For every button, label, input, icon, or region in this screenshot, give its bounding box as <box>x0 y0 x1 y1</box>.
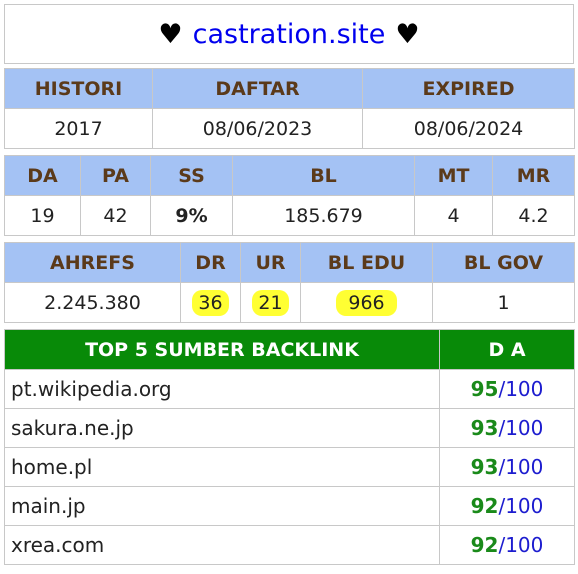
value-ur-cell: 21 <box>240 282 301 323</box>
backlink-da: 93/100 <box>439 447 575 487</box>
table-row: xrea.com 92/100 <box>4 525 575 565</box>
backlink-da: 95/100 <box>439 369 575 409</box>
metrics-table: DA PA SS BL MT MR 19 42 9% 185.679 4 4.2 <box>4 155 575 236</box>
value-ur: 21 <box>252 289 289 316</box>
value-ss: 9% <box>150 195 233 236</box>
backlink-da-max: /100 <box>498 416 544 440</box>
header-bl-edu: BL EDU <box>300 242 433 283</box>
table-row: sakura.ne.jp 93/100 <box>4 408 575 448</box>
value-pa: 42 <box>80 195 151 236</box>
table-row: main.jp 92/100 <box>4 486 575 526</box>
header-ahrefs: AHREFS <box>4 242 181 283</box>
backlink-da-value: 93 <box>470 455 499 479</box>
heart-icon-right: ♥ <box>395 18 420 50</box>
header-histori: HISTORI <box>4 68 153 109</box>
registration-table: HISTORI DAFTAR EXPIRED 2017 08/06/2023 0… <box>4 68 575 149</box>
backlink-da-value: 92 <box>470 494 499 518</box>
backlink-domain: pt.wikipedia.org <box>4 369 440 409</box>
value-bl-edu: 966 <box>336 289 397 316</box>
value-bl: 185.679 <box>232 195 415 236</box>
header-bl-gov: BL GOV <box>432 242 575 283</box>
header-ur: UR <box>240 242 301 283</box>
backlink-domain: xrea.com <box>4 525 440 565</box>
value-expired: 08/06/2024 <box>362 108 575 149</box>
value-bl-edu-cell: 966 <box>300 282 433 323</box>
header-mt: MT <box>414 155 493 196</box>
header-pa: PA <box>80 155 151 196</box>
value-daftar: 08/06/2023 <box>152 108 363 149</box>
value-bl-gov: 1 <box>432 282 575 323</box>
site-name-link[interactable]: castration.site <box>192 18 386 50</box>
value-dr-cell: 36 <box>180 282 241 323</box>
table-row: home.pl 93/100 <box>4 447 575 487</box>
header-da: DA <box>4 155 81 196</box>
backlink-da-value: 93 <box>470 416 499 440</box>
value-da: 19 <box>4 195 81 236</box>
backlink-da-max: /100 <box>498 377 544 401</box>
header-dr: DR <box>180 242 241 283</box>
value-mt: 4 <box>414 195 493 236</box>
backlink-da: 92/100 <box>439 486 575 526</box>
value-mr: 4.2 <box>492 195 575 236</box>
value-dr: 36 <box>192 289 229 316</box>
backlink-da: 93/100 <box>439 408 575 448</box>
heart-icon-left: ♥ <box>158 18 183 50</box>
backlinks-header-source: TOP 5 SUMBER BACKLINK <box>4 329 440 370</box>
value-histori: 2017 <box>4 108 153 149</box>
backlink-da-value: 95 <box>470 377 499 401</box>
header-mr: MR <box>492 155 575 196</box>
header-ss: SS <box>150 155 233 196</box>
backlink-da-value: 92 <box>470 533 499 557</box>
header-bl: BL <box>232 155 415 196</box>
backlink-da-max: /100 <box>498 533 544 557</box>
value-ahrefs: 2.245.380 <box>4 282 181 323</box>
header-expired: EXPIRED <box>362 68 575 109</box>
table-row: pt.wikipedia.org 95/100 <box>4 369 575 409</box>
backlink-da-max: /100 <box>498 494 544 518</box>
backlink-domain: main.jp <box>4 486 440 526</box>
ahrefs-table: AHREFS DR UR BL EDU BL GOV 2.245.380 36 … <box>4 242 575 323</box>
site-title-box: ♥ castration.site ♥ <box>4 4 574 64</box>
backlink-da: 92/100 <box>439 525 575 565</box>
backlink-da-max: /100 <box>498 455 544 479</box>
header-daftar: DAFTAR <box>152 68 363 109</box>
backlink-domain: sakura.ne.jp <box>4 408 440 448</box>
backlinks-table: TOP 5 SUMBER BACKLINK D A pt.wikipedia.o… <box>4 329 575 565</box>
backlink-domain: home.pl <box>4 447 440 487</box>
backlinks-header-da: D A <box>439 329 575 370</box>
